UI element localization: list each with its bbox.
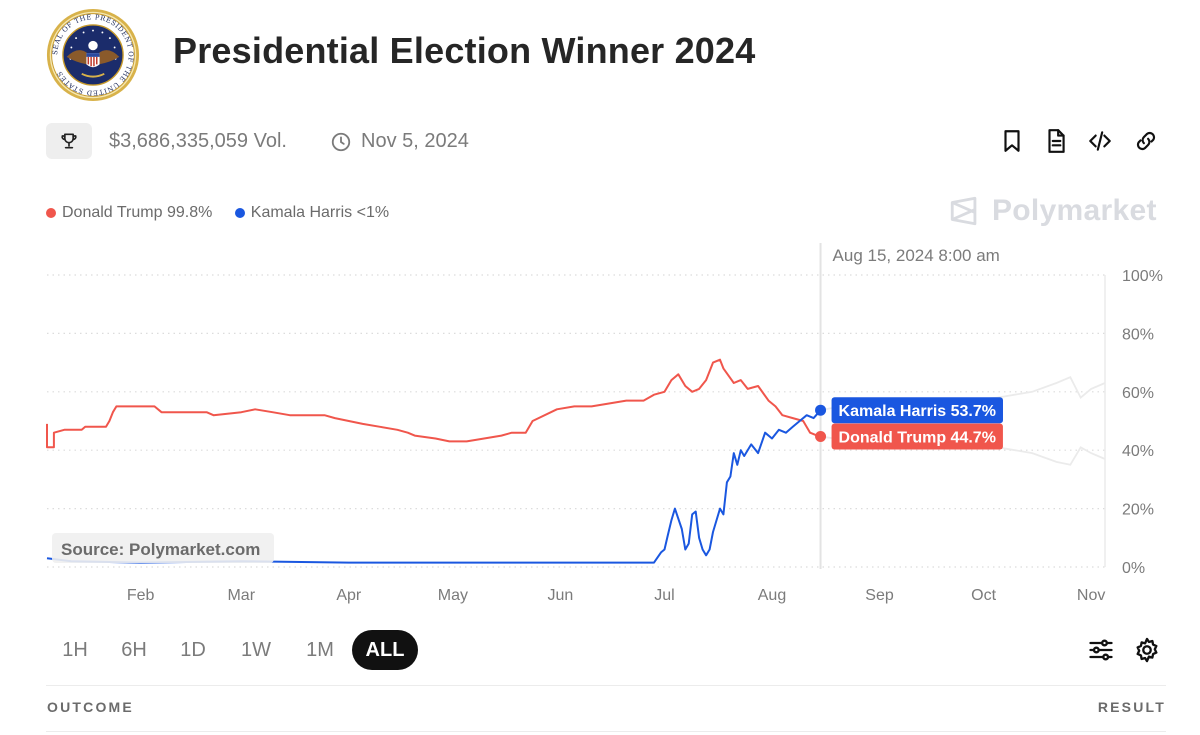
x-tick-label: Apr: [336, 587, 362, 604]
hover-tooltip-text: Kamala Harris 53.7%: [839, 403, 996, 420]
range-1w-button[interactable]: 1W: [241, 639, 271, 661]
x-tick-label: Jul: [654, 587, 674, 604]
range-1d-button[interactable]: 1D: [180, 639, 206, 661]
legend-name-trump: Donald Trump: [62, 204, 163, 221]
legend-item-trump: Donald Trump 99.8%: [46, 204, 212, 222]
price-history-chart[interactable]: Aug 15, 2024 8:00 am Kamala Harris 53.7% D…: [0, 235, 1200, 615]
range-all-button[interactable]: ALL: [352, 630, 418, 670]
hover-tooltip: Kamala Harris 53.7%: [831, 397, 1003, 424]
legend-dot-harris: [234, 208, 245, 218]
y-tick-label: 80%: [1122, 326, 1154, 343]
hover-tooltip-text: Donald Trump 44.7%: [839, 429, 996, 446]
x-tick-label: Oct: [971, 587, 996, 604]
y-tick-label: 60%: [1122, 385, 1154, 402]
polymarket-brand-text: Polymarket: [992, 194, 1157, 227]
bookmark-icon[interactable]: [999, 128, 1025, 154]
legend-value-harris: <1%: [356, 204, 390, 221]
x-tick-label: Mar: [227, 587, 255, 604]
code-icon[interactable]: [1087, 128, 1113, 154]
y-tick-label: 100%: [1122, 268, 1163, 285]
trophy-icon: [61, 133, 77, 149]
source-label: Source: Polymarket.com: [61, 540, 260, 559]
series-line-donald-trump: [46, 358, 821, 449]
document-icon[interactable]: [1043, 128, 1069, 154]
table-top-divider: [46, 685, 1166, 686]
x-tick-label: Sep: [865, 587, 894, 604]
series-line-kamala-harris: [46, 409, 822, 564]
y-tick-label: 0%: [1122, 560, 1145, 577]
trophy-badge: [46, 123, 92, 159]
gear-icon[interactable]: [1133, 636, 1161, 664]
chart-legend: Donald Trump 99.8% Kamala Harris <1%: [46, 204, 407, 223]
legend-item-harris: Kamala Harris <1%: [234, 204, 390, 222]
legend-dot-trump: [46, 208, 56, 218]
market-meta-row: $3,686,335,059 Vol. Nov 5, 2024: [46, 123, 1166, 161]
presidential-seal-logo: SEAL OF THE PRESIDENT OF THE UNITED STAT…: [46, 8, 140, 102]
y-tick-label: 40%: [1122, 443, 1154, 460]
hover-tooltip-bg: [831, 397, 1003, 424]
legend-value-trump: 99.8%: [166, 204, 213, 221]
polymarket-watermark: Polymarket: [948, 194, 1157, 228]
legend-name-harris: Kamala Harris: [250, 204, 353, 221]
range-6h-button[interactable]: 6H: [121, 639, 147, 661]
hover-date-label: Aug 15, 2024 8:00 am: [833, 246, 1000, 265]
range-1m-button[interactable]: 1M: [306, 639, 334, 661]
link-icon[interactable]: [1133, 128, 1159, 154]
range-1h-button[interactable]: 1H: [62, 639, 88, 661]
x-tick-label: Feb: [127, 587, 155, 604]
source-label-bg: [52, 533, 274, 563]
x-tick-label: Jun: [547, 587, 573, 604]
hover-tooltip-bg: [831, 423, 1003, 450]
page-title: Presidential Election Winner 2024: [173, 30, 756, 71]
hover-tooltip: Donald Trump 44.7%: [831, 423, 1003, 450]
y-tick-label: 20%: [1122, 502, 1154, 519]
x-tick-label: May: [438, 587, 468, 604]
volume-text: $3,686,335,059 Vol.: [109, 130, 287, 152]
end-date-text: Nov 5, 2024: [361, 130, 469, 152]
result-column-header: RESULT: [1097, 699, 1166, 715]
outcome-column-header: OUTCOME: [47, 699, 134, 715]
polymarket-logo-icon: [950, 196, 977, 226]
x-tick-label: Nov: [1077, 587, 1105, 604]
hover-point: [815, 430, 827, 442]
hover-point: [815, 404, 827, 416]
table-bottom-divider: [46, 731, 1166, 732]
clock-icon: [331, 132, 351, 152]
sliders-icon[interactable]: [1087, 636, 1115, 664]
x-tick-label: Aug: [758, 587, 786, 604]
